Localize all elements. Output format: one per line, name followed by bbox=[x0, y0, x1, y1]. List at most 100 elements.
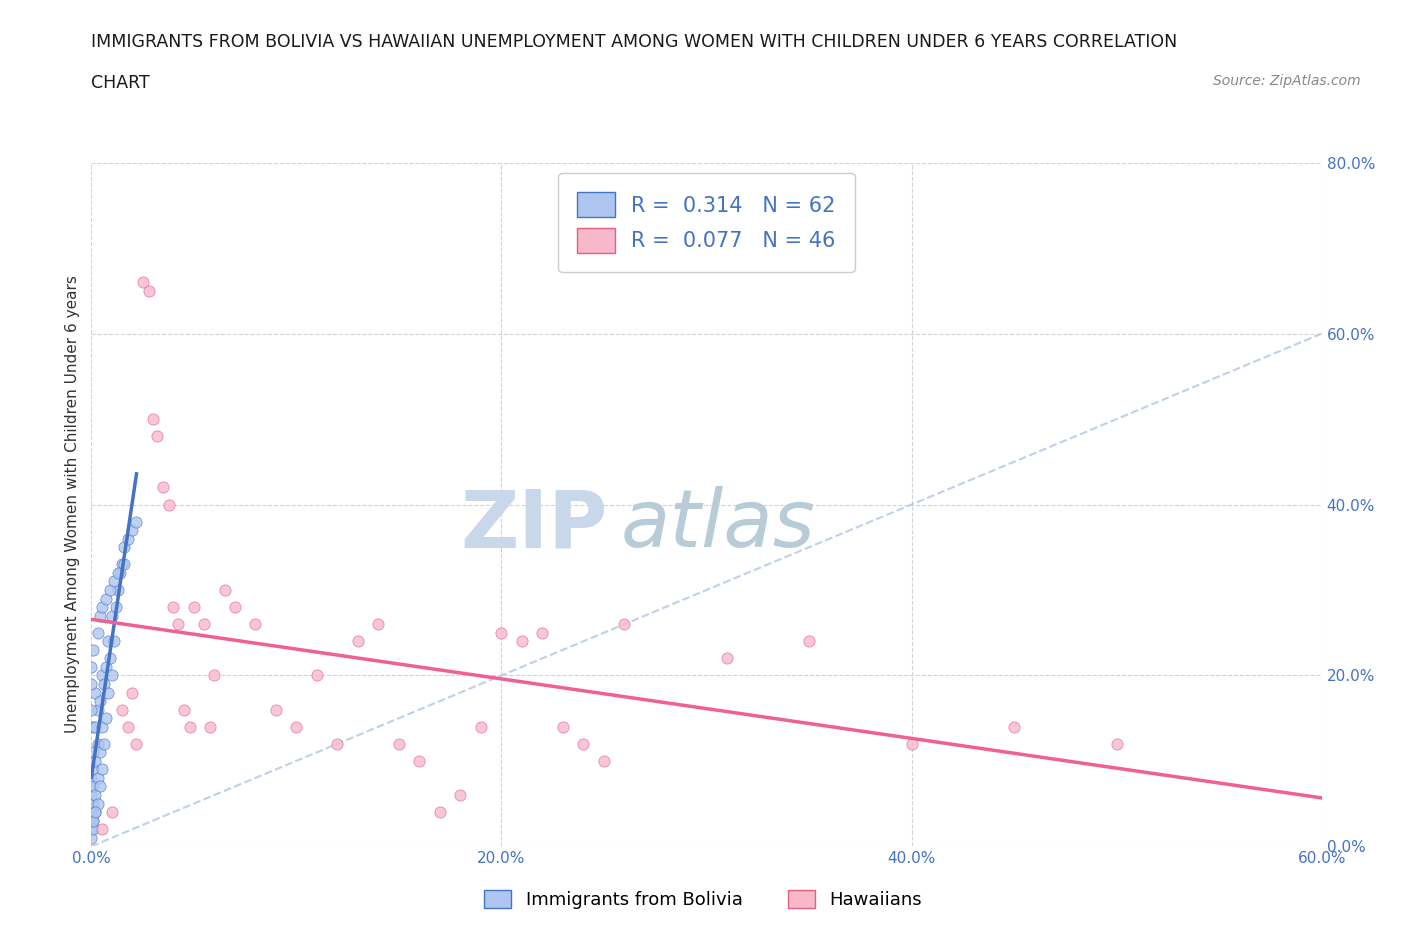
Point bbox=[285, 719, 308, 734]
Point bbox=[80, 804, 103, 819]
Point bbox=[531, 625, 554, 640]
Point bbox=[152, 480, 174, 495]
Point bbox=[510, 634, 533, 649]
Point bbox=[90, 762, 112, 777]
Point bbox=[103, 574, 125, 589]
Point bbox=[80, 822, 103, 837]
Point bbox=[90, 600, 112, 615]
Point bbox=[82, 719, 104, 734]
Point bbox=[80, 796, 103, 811]
Point bbox=[146, 429, 169, 444]
Point bbox=[107, 582, 129, 597]
Point bbox=[84, 788, 107, 803]
Point bbox=[111, 557, 134, 572]
Point bbox=[183, 600, 205, 615]
Point bbox=[97, 685, 120, 700]
Point bbox=[82, 813, 104, 828]
Point bbox=[94, 711, 117, 725]
Text: IMMIGRANTS FROM BOLIVIA VS HAWAIIAN UNEMPLOYMENT AMONG WOMEN WITH CHILDREN UNDER: IMMIGRANTS FROM BOLIVIA VS HAWAIIAN UNEM… bbox=[91, 33, 1178, 50]
Point bbox=[166, 617, 188, 631]
Point bbox=[82, 745, 104, 760]
Point bbox=[90, 668, 112, 683]
Text: CHART: CHART bbox=[91, 74, 150, 92]
Point bbox=[408, 753, 430, 768]
Point bbox=[138, 284, 160, 299]
Y-axis label: Unemployment Among Women with Children Under 6 years: Unemployment Among Women with Children U… bbox=[65, 275, 80, 734]
Point bbox=[105, 600, 127, 615]
Point bbox=[173, 702, 195, 717]
Point bbox=[202, 668, 225, 683]
Point bbox=[86, 625, 108, 640]
Point bbox=[551, 719, 574, 734]
Point bbox=[80, 813, 103, 828]
Point bbox=[449, 788, 471, 803]
Point bbox=[491, 625, 513, 640]
Point bbox=[107, 565, 129, 580]
Point bbox=[797, 634, 820, 649]
Point bbox=[900, 737, 922, 751]
Point bbox=[80, 702, 103, 717]
Point bbox=[388, 737, 411, 751]
Point bbox=[93, 737, 115, 751]
Point bbox=[1002, 719, 1025, 734]
Point bbox=[80, 788, 103, 803]
Point bbox=[84, 685, 107, 700]
Point bbox=[125, 514, 148, 529]
Point bbox=[305, 668, 328, 683]
Point bbox=[101, 668, 124, 683]
Legend: R =  0.314   N = 62, R =  0.077   N = 46: R = 0.314 N = 62, R = 0.077 N = 46 bbox=[558, 173, 855, 272]
Point bbox=[93, 676, 115, 691]
Point bbox=[82, 643, 104, 658]
Point bbox=[86, 796, 108, 811]
Point bbox=[94, 659, 117, 674]
Point bbox=[94, 591, 117, 606]
Point bbox=[716, 651, 738, 666]
Point bbox=[82, 822, 104, 837]
Point bbox=[162, 600, 184, 615]
Point bbox=[572, 737, 595, 751]
Point bbox=[84, 804, 107, 819]
Point bbox=[80, 676, 103, 691]
Point bbox=[84, 719, 107, 734]
Point bbox=[84, 804, 107, 819]
Point bbox=[121, 685, 143, 700]
Text: Source: ZipAtlas.com: Source: ZipAtlas.com bbox=[1213, 74, 1361, 88]
Point bbox=[80, 779, 103, 794]
Point bbox=[112, 539, 135, 554]
Legend: Immigrants from Bolivia, Hawaiians: Immigrants from Bolivia, Hawaiians bbox=[477, 883, 929, 916]
Point bbox=[89, 745, 111, 760]
Point bbox=[157, 498, 180, 512]
Point bbox=[264, 702, 287, 717]
Point bbox=[101, 608, 124, 623]
Point bbox=[367, 617, 389, 631]
Point bbox=[245, 617, 267, 631]
Point bbox=[108, 565, 131, 580]
Point bbox=[101, 804, 124, 819]
Point bbox=[1105, 737, 1128, 751]
Point bbox=[84, 753, 107, 768]
Point bbox=[82, 762, 104, 777]
Point bbox=[470, 719, 492, 734]
Point bbox=[117, 531, 139, 546]
Point bbox=[429, 804, 451, 819]
Point bbox=[82, 779, 104, 794]
Point bbox=[97, 634, 120, 649]
Point bbox=[86, 702, 108, 717]
Point bbox=[125, 737, 148, 751]
Point bbox=[82, 796, 104, 811]
Point bbox=[347, 634, 370, 649]
Point bbox=[80, 830, 103, 845]
Text: atlas: atlas bbox=[620, 486, 815, 564]
Text: ZIP: ZIP bbox=[461, 486, 607, 564]
Point bbox=[142, 412, 165, 427]
Point bbox=[111, 702, 134, 717]
Point bbox=[200, 719, 222, 734]
Point bbox=[112, 557, 135, 572]
Point bbox=[117, 719, 139, 734]
Point bbox=[121, 523, 143, 538]
Point bbox=[214, 582, 236, 597]
Point bbox=[80, 770, 103, 785]
Point bbox=[80, 659, 103, 674]
Point bbox=[98, 582, 121, 597]
Point bbox=[86, 770, 108, 785]
